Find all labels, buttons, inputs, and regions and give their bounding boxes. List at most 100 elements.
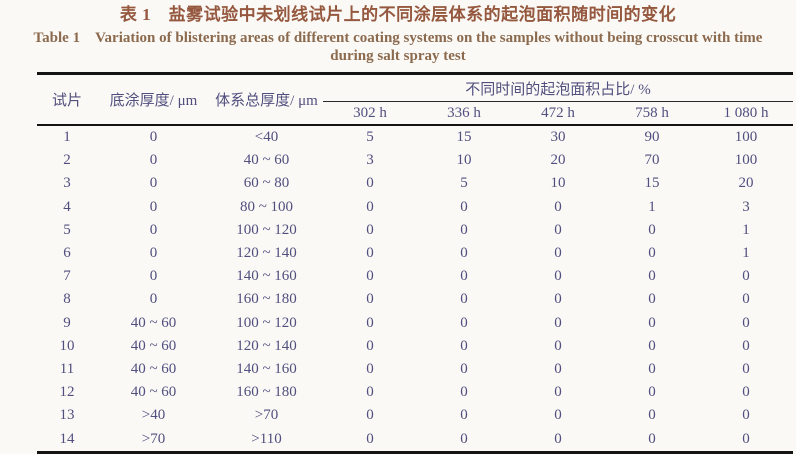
cell-336h: 10	[456, 152, 472, 169]
cell-1080h: 0	[742, 360, 750, 377]
cell-sample: 10	[59, 337, 75, 354]
cell-primer-thickness: 40 ~ 60	[130, 360, 177, 377]
cell-1080h: 1	[742, 245, 750, 262]
cell-336h: 0	[460, 314, 468, 331]
cell-758h: 0	[648, 430, 656, 447]
table-row: 11 40 ~ 60 140 ~ 160 0 0 0 0 0	[37, 358, 793, 381]
cell-758h: 70	[644, 152, 660, 169]
cell-1080h: 0	[742, 268, 750, 285]
table-title-en-line1: Table 1 Variation of blistering areas of…	[33, 30, 763, 46]
cell-1080h: 3	[742, 198, 750, 215]
cell-total-thickness: <40	[254, 129, 279, 146]
cell-primer-thickness: 0	[149, 152, 158, 169]
cell-sample: 9	[63, 314, 71, 331]
cell-302h: 0	[366, 175, 374, 192]
cell-total-thickness: 160 ~ 180	[236, 291, 297, 308]
table-row: 14 >70 >110 0 0 0 0 0	[37, 427, 793, 452]
cell-758h: 0	[648, 291, 656, 308]
cell-758h: 15	[644, 175, 660, 192]
cell-primer-thickness: 0	[149, 268, 158, 285]
table-row: 5 0 100 ~ 120 0 0 0 0 1	[37, 219, 793, 242]
cell-472h: 0	[554, 221, 562, 238]
cell-302h: 0	[366, 430, 374, 447]
cell-336h: 0	[460, 407, 468, 424]
cell-sample: 12	[59, 384, 75, 401]
cell-472h: 0	[554, 407, 562, 424]
cell-472h: 0	[554, 430, 562, 447]
table-row: 9 40 ~ 60 100 ~ 120 0 0 0 0 0	[37, 312, 793, 335]
table-title-en-line2: during salt spray test	[330, 48, 466, 64]
cell-total-thickness: 160 ~ 180	[236, 384, 297, 401]
cell-758h: 0	[648, 360, 656, 377]
cell-sample: 4	[63, 198, 71, 215]
column-header-sample: 试片	[51, 93, 82, 109]
cell-sample: 8	[63, 291, 71, 308]
column-header-time-758h: 758 h	[635, 104, 669, 121]
cell-primer-thickness: 0	[149, 245, 158, 262]
cell-336h: 0	[460, 198, 468, 215]
cell-336h: 0	[460, 360, 468, 377]
cell-472h: 0	[554, 314, 562, 331]
cell-total-thickness: 60 ~ 80	[243, 175, 290, 192]
cell-472h: 10	[550, 175, 566, 192]
cell-sample: 1	[63, 129, 71, 146]
cell-336h: 0	[460, 268, 468, 285]
cell-472h: 0	[554, 245, 562, 262]
cell-472h: 20	[550, 152, 566, 169]
header-row-times: 302 h 336 h 472 h 758 h 1 080 h	[37, 102, 793, 126]
table-row: 4 0 80 ~ 100 0 0 0 1 3	[37, 196, 793, 219]
cell-758h: 0	[648, 221, 656, 238]
cell-302h: 0	[366, 221, 374, 238]
table-row: 2 0 40 ~ 60 3 10 20 70 100	[37, 149, 793, 172]
table-row: 1 0 <40 5 15 30 90 100	[37, 125, 793, 149]
cell-336h: 0	[460, 245, 468, 262]
cell-758h: 0	[648, 407, 656, 424]
cell-336h: 0	[460, 384, 468, 401]
cell-primer-thickness: >40	[141, 407, 166, 424]
cell-primer-thickness: 0	[149, 175, 158, 192]
table-row: 12 40 ~ 60 160 ~ 180 0 0 0 0 0	[37, 381, 793, 404]
cell-sample: 13	[59, 407, 75, 424]
cell-302h: 0	[366, 407, 374, 424]
cell-336h: 0	[460, 221, 468, 238]
cell-302h: 0	[366, 268, 374, 285]
cell-302h: 0	[366, 360, 374, 377]
cell-primer-thickness: >70	[141, 430, 166, 447]
cell-1080h: 100	[734, 152, 758, 169]
cell-302h: 5	[366, 129, 374, 146]
cell-sample: 2	[63, 152, 71, 169]
cell-total-thickness: 140 ~ 160	[236, 360, 297, 377]
cell-sample: 7	[63, 268, 71, 285]
cell-1080h: 0	[742, 407, 750, 424]
table-row: 3 0 60 ~ 80 0 5 10 15 20	[37, 172, 793, 195]
cell-758h: 0	[648, 314, 656, 331]
cell-336h: 5	[460, 175, 468, 192]
header-row-top: 试片 底涂厚度/ μm 体系总厚度/ μm 不同时间的起泡面积占比/ %	[37, 73, 794, 109]
cell-1080h: 0	[742, 291, 750, 308]
column-header-blistering-ratio-span: 不同时间的起泡面积占比/ %	[323, 73, 794, 102]
cell-total-thickness: 40 ~ 60	[243, 152, 290, 169]
cell-302h: 3	[366, 152, 374, 169]
cell-1080h: 0	[742, 430, 750, 447]
cell-sample: 3	[63, 175, 71, 192]
cell-sample: 14	[59, 430, 75, 447]
cell-sample: 5	[63, 221, 71, 238]
cell-336h: 15	[456, 129, 472, 146]
cell-total-thickness: 120 ~ 140	[236, 245, 297, 262]
column-header-time-472h: 472 h	[541, 104, 575, 121]
cell-1080h: 100	[734, 129, 758, 146]
column-header-total-thickness: 体系总厚度/ μm	[215, 93, 318, 109]
cell-302h: 0	[366, 314, 374, 331]
column-header-time-336h: 336 h	[447, 104, 481, 121]
cell-472h: 0	[554, 360, 562, 377]
cell-primer-thickness: 40 ~ 60	[130, 314, 177, 331]
cell-total-thickness: 120 ~ 140	[236, 337, 297, 354]
cell-sample: 6	[63, 245, 71, 262]
cell-primer-thickness: 40 ~ 60	[130, 337, 177, 354]
cell-1080h: 20	[738, 175, 754, 192]
cell-primer-thickness: 0	[149, 198, 158, 215]
cell-472h: 0	[554, 268, 562, 285]
cell-total-thickness: 100 ~ 120	[236, 314, 297, 331]
cell-total-thickness: 140 ~ 160	[236, 268, 297, 285]
